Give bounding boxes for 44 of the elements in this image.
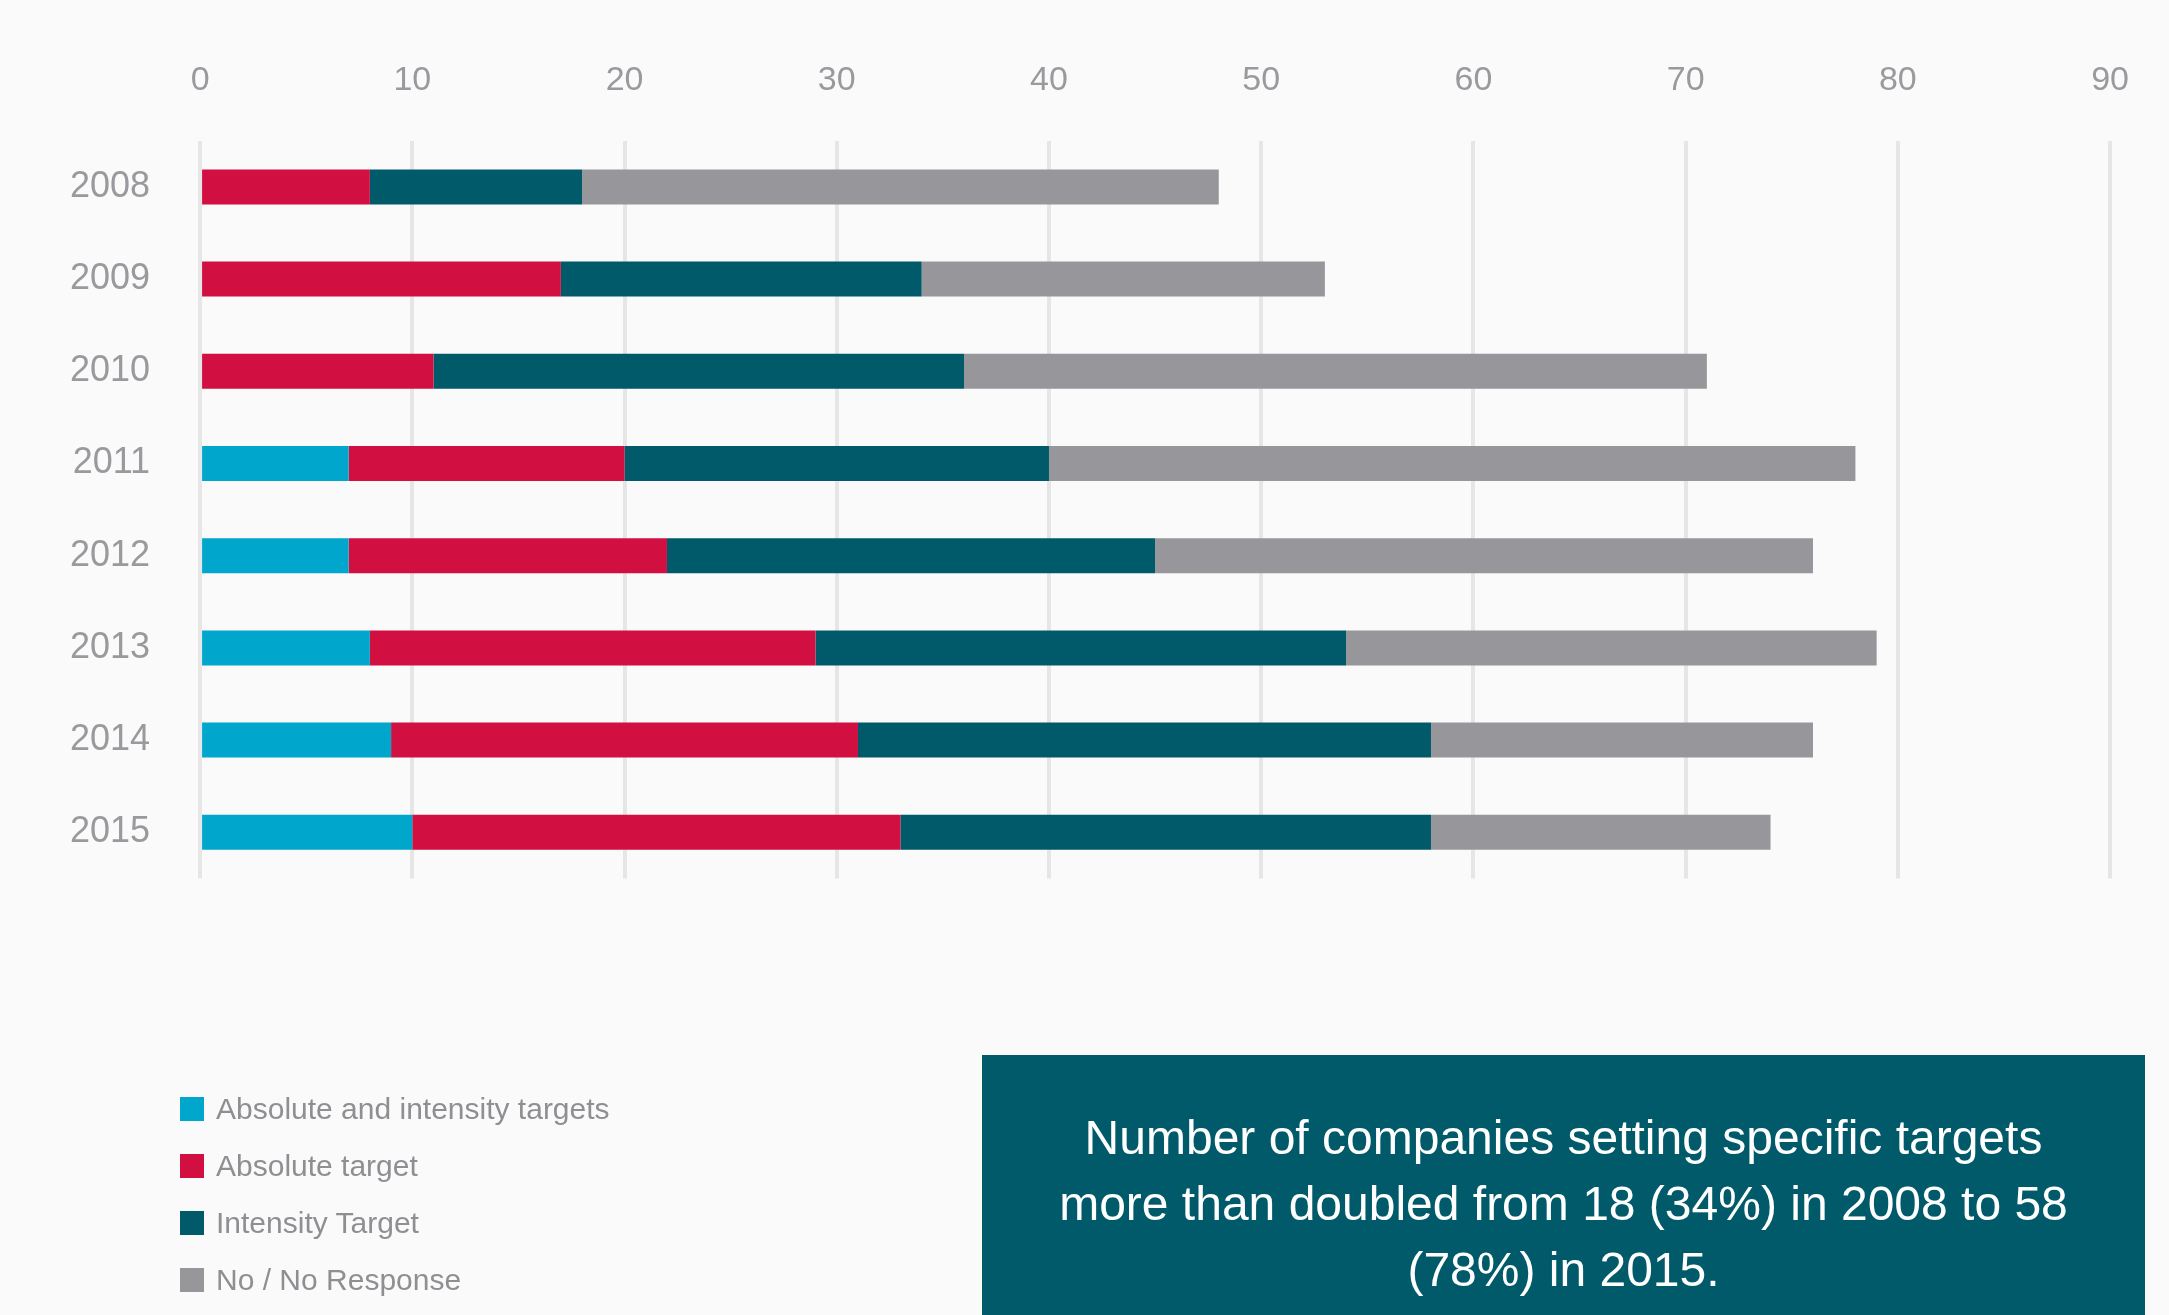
- x-tick-label: 70: [1666, 58, 1705, 97]
- y-tick-label: 2011: [72, 440, 151, 482]
- legend-label: No / No Response: [216, 1262, 462, 1297]
- x-tick-label: 40: [1030, 58, 1068, 97]
- x-tick-label: 30: [817, 58, 856, 97]
- x-tick-label: 50: [1242, 58, 1281, 97]
- bar: [369, 630, 816, 666]
- bar: [624, 445, 1049, 482]
- y-tick-label: 2014: [69, 717, 151, 759]
- bar: [582, 169, 1219, 205]
- bar: [369, 169, 583, 205]
- bar: [921, 261, 1325, 297]
- bar: [433, 353, 965, 389]
- y-tick-label: 2010: [69, 348, 151, 390]
- bar: [964, 353, 1707, 389]
- text: Number of companies setting specific targets more than doubled from 18 (34%) in 2008 to 58 (78%) in 2015.: [1058, 1110, 2069, 1298]
- bar: [1430, 814, 1771, 850]
- y-tick-label: 2012: [69, 532, 151, 574]
- x-tick-label: 90: [2091, 58, 2129, 97]
- y-tick-label: 2009: [69, 256, 151, 298]
- y-tick-label: 2008: [69, 163, 151, 205]
- bar: [900, 814, 1431, 850]
- bar: [815, 630, 1347, 666]
- bar: [1430, 722, 1813, 758]
- x-tick-label: 80: [1878, 58, 1917, 97]
- legend-label: Intensity Target: [216, 1205, 419, 1240]
- y-tick-label: 2013: [69, 624, 151, 666]
- bar: [857, 722, 1431, 758]
- bar: [1155, 538, 1813, 574]
- y-tick-label: 2015: [69, 809, 151, 851]
- legend-label: Absolute and intensity targets: [216, 1091, 610, 1126]
- x-tick-label: 20: [605, 58, 644, 97]
- bar: [348, 538, 667, 574]
- bar: [666, 538, 1156, 574]
- x-tick-label: 0: [190, 58, 210, 97]
- x-tick-label: 60: [1454, 58, 1493, 97]
- bar: [560, 261, 922, 297]
- bar: [348, 445, 625, 482]
- legend-label: Absolute target: [216, 1148, 418, 1183]
- bar: [391, 722, 858, 758]
- bar: [1346, 630, 1877, 666]
- x-tick-label: 10: [393, 58, 432, 97]
- bar: [412, 814, 901, 850]
- bar: [1048, 445, 1856, 482]
